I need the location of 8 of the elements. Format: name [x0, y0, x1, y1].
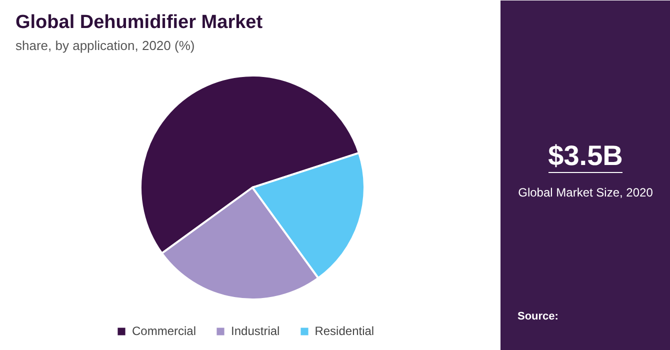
legend-label: Industrial [231, 324, 280, 338]
source-note: Source: [518, 310, 558, 322]
chart-subtitle: share, by application, 2020 (%) [16, 38, 195, 53]
chart-title: Global Dehumidifier Market [16, 12, 264, 33]
text: Global Market Size, 2020 [518, 186, 654, 200]
legend-label: Residential [314, 324, 374, 338]
legend-label: Commercial [132, 324, 196, 338]
text: $3.5B [548, 140, 623, 171]
